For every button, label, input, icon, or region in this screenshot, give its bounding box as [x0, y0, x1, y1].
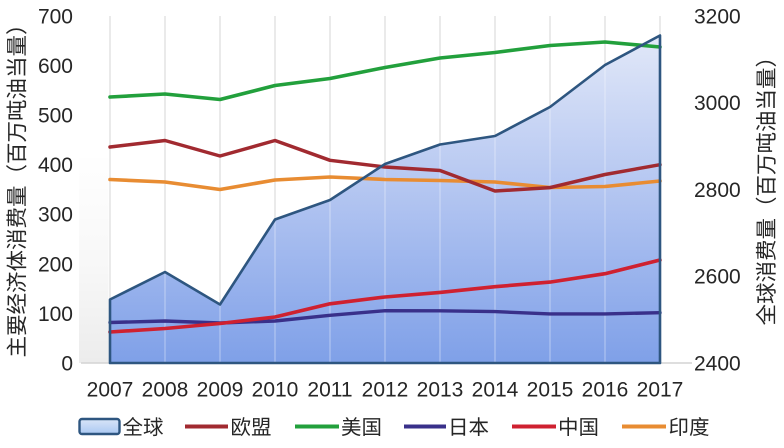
svg-text:2015: 2015 — [527, 379, 574, 402]
svg-text:100: 100 — [38, 303, 73, 326]
svg-text:0: 0 — [61, 352, 73, 375]
svg-text:400: 400 — [38, 154, 73, 177]
svg-text:2014: 2014 — [472, 379, 519, 402]
svg-text:300: 300 — [38, 204, 73, 227]
svg-text:2009: 2009 — [197, 379, 244, 402]
svg-text:3000: 3000 — [694, 92, 741, 115]
svg-text:2013: 2013 — [417, 379, 464, 402]
svg-text:2017: 2017 — [637, 379, 684, 402]
svg-text:500: 500 — [38, 105, 73, 128]
svg-text:2007: 2007 — [87, 379, 134, 402]
svg-text:3200: 3200 — [694, 5, 741, 28]
svg-text:2600: 2600 — [694, 266, 741, 289]
svg-text:600: 600 — [38, 55, 73, 78]
svg-text:2400: 2400 — [694, 352, 741, 375]
svg-text:2012: 2012 — [362, 379, 409, 402]
svg-text:200: 200 — [38, 253, 73, 276]
svg-text:700: 700 — [38, 5, 73, 28]
svg-text:2800: 2800 — [694, 179, 741, 202]
svg-text:2011: 2011 — [307, 379, 352, 402]
svg-text:2016: 2016 — [582, 379, 629, 402]
svg-text:2008: 2008 — [142, 379, 189, 402]
svg-text:2010: 2010 — [252, 379, 299, 402]
